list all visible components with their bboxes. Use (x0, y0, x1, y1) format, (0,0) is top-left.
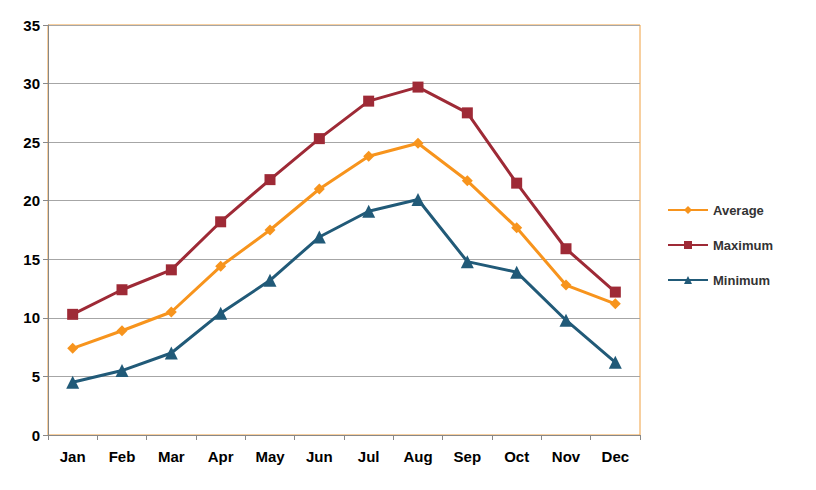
svg-text:25: 25 (23, 134, 40, 151)
svg-text:Feb: Feb (109, 448, 136, 465)
svg-text:Average: Average (713, 203, 764, 218)
svg-text:Mar: Mar (158, 448, 185, 465)
svg-text:May: May (255, 448, 285, 465)
svg-text:20: 20 (23, 192, 40, 209)
svg-text:Oct: Oct (504, 448, 529, 465)
svg-text:Minimum: Minimum (713, 273, 770, 288)
svg-text:Jul: Jul (358, 448, 380, 465)
svg-text:10: 10 (23, 309, 40, 326)
svg-text:Apr: Apr (208, 448, 234, 465)
svg-text:Jan: Jan (60, 448, 86, 465)
svg-text:Nov: Nov (552, 448, 581, 465)
svg-text:Jun: Jun (306, 448, 333, 465)
svg-text:5: 5 (32, 368, 40, 385)
svg-text:Dec: Dec (602, 448, 630, 465)
svg-text:30: 30 (23, 75, 40, 92)
svg-text:Maximum: Maximum (713, 238, 773, 253)
svg-text:0: 0 (32, 427, 40, 444)
svg-text:Sep: Sep (454, 448, 482, 465)
svg-text:Aug: Aug (403, 448, 432, 465)
svg-text:15: 15 (23, 251, 40, 268)
svg-text:35: 35 (23, 17, 40, 34)
